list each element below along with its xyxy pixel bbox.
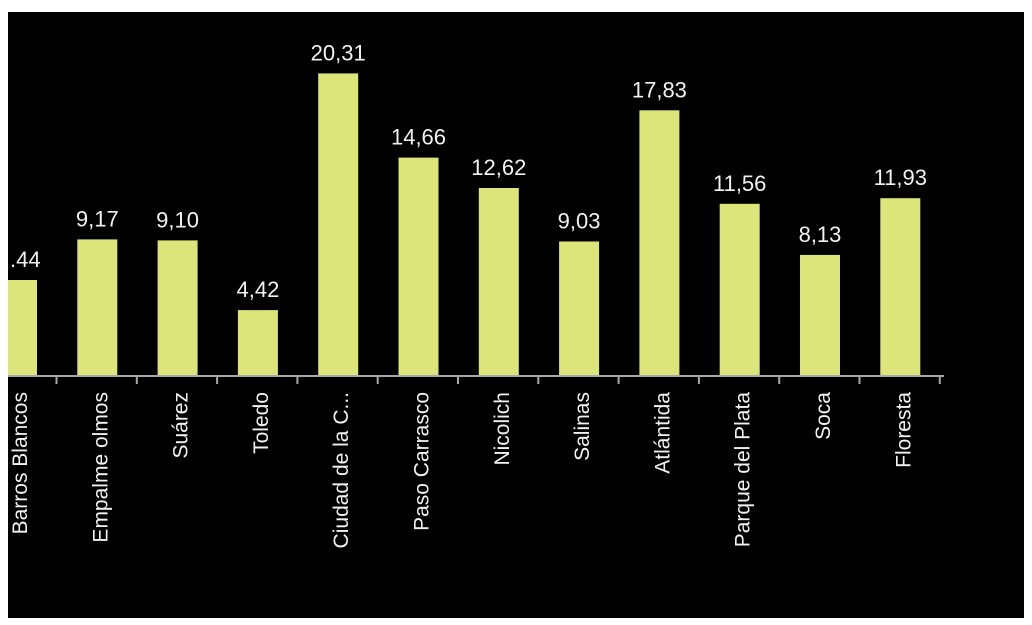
x-tick-label-7: Salinas — [571, 392, 594, 461]
x-tick-label-0: Barros Blancos — [9, 392, 32, 534]
data-label-6: 12,62 — [471, 155, 526, 180]
data-label-9: 11,56 — [713, 171, 766, 196]
bar-1 — [77, 239, 118, 376]
x-tick-label-2: Suárez — [170, 392, 193, 459]
chart-panel: .44 9,17 9,10 4,42 20,31 14,66 12,62 9,03 17,83 1… — [8, 12, 1024, 618]
x-tick-label-11: Floresta — [892, 392, 915, 468]
bar-6 — [478, 188, 519, 376]
bar-0 — [8, 280, 37, 376]
bar-2 — [157, 240, 198, 376]
data-label-10: 8,13 — [799, 222, 842, 247]
x-tick-label-8: Atlántida — [651, 392, 674, 474]
data-label-5: 14,66 — [391, 125, 446, 150]
data-label-2: 9,10 — [156, 207, 199, 232]
x-tick-label-5: Paso Carrasco — [411, 392, 434, 531]
bar-7 — [559, 241, 600, 376]
bar-9 — [719, 203, 760, 376]
x-tick-label-3: Toledo — [250, 392, 273, 454]
x-tick-label-10: Soca — [812, 392, 835, 440]
bar-3 — [237, 310, 278, 376]
data-label-8: 17,83 — [632, 77, 687, 102]
x-tick-label-4: Ciudad de la C... — [330, 392, 353, 548]
data-label-1: 9,17 — [76, 206, 119, 231]
x-tick-label-1: Empalme olmos — [89, 392, 112, 543]
data-label-0: .44 — [10, 247, 41, 272]
x-ticks-layer — [55, 376, 941, 384]
data-label-7: 9,03 — [558, 209, 601, 234]
data-label-11: 11,93 — [874, 165, 927, 190]
bar-11 — [880, 198, 921, 376]
bar-8 — [639, 110, 680, 377]
bars-layer — [8, 73, 921, 377]
x-tick-labels-layer: Barros Blancos Empalme olmos Suárez Toledo C… — [9, 392, 915, 549]
bar-chart: .44 9,17 9,10 4,42 20,31 14,66 12,62 9,03 17,83 1… — [8, 40, 944, 549]
bar-10 — [800, 254, 840, 376]
bar-5 — [398, 157, 439, 376]
data-label-4: 20,31 — [311, 40, 366, 65]
data-label-3: 4,42 — [236, 277, 279, 302]
bar-4 — [318, 73, 359, 377]
x-tick-label-9: Parque del Plata — [732, 392, 755, 548]
x-tick-label-6: Nicolich — [491, 392, 514, 466]
data-labels-layer: .44 9,17 9,10 4,42 20,31 14,66 12,62 9,03 17,83 1… — [10, 40, 927, 302]
